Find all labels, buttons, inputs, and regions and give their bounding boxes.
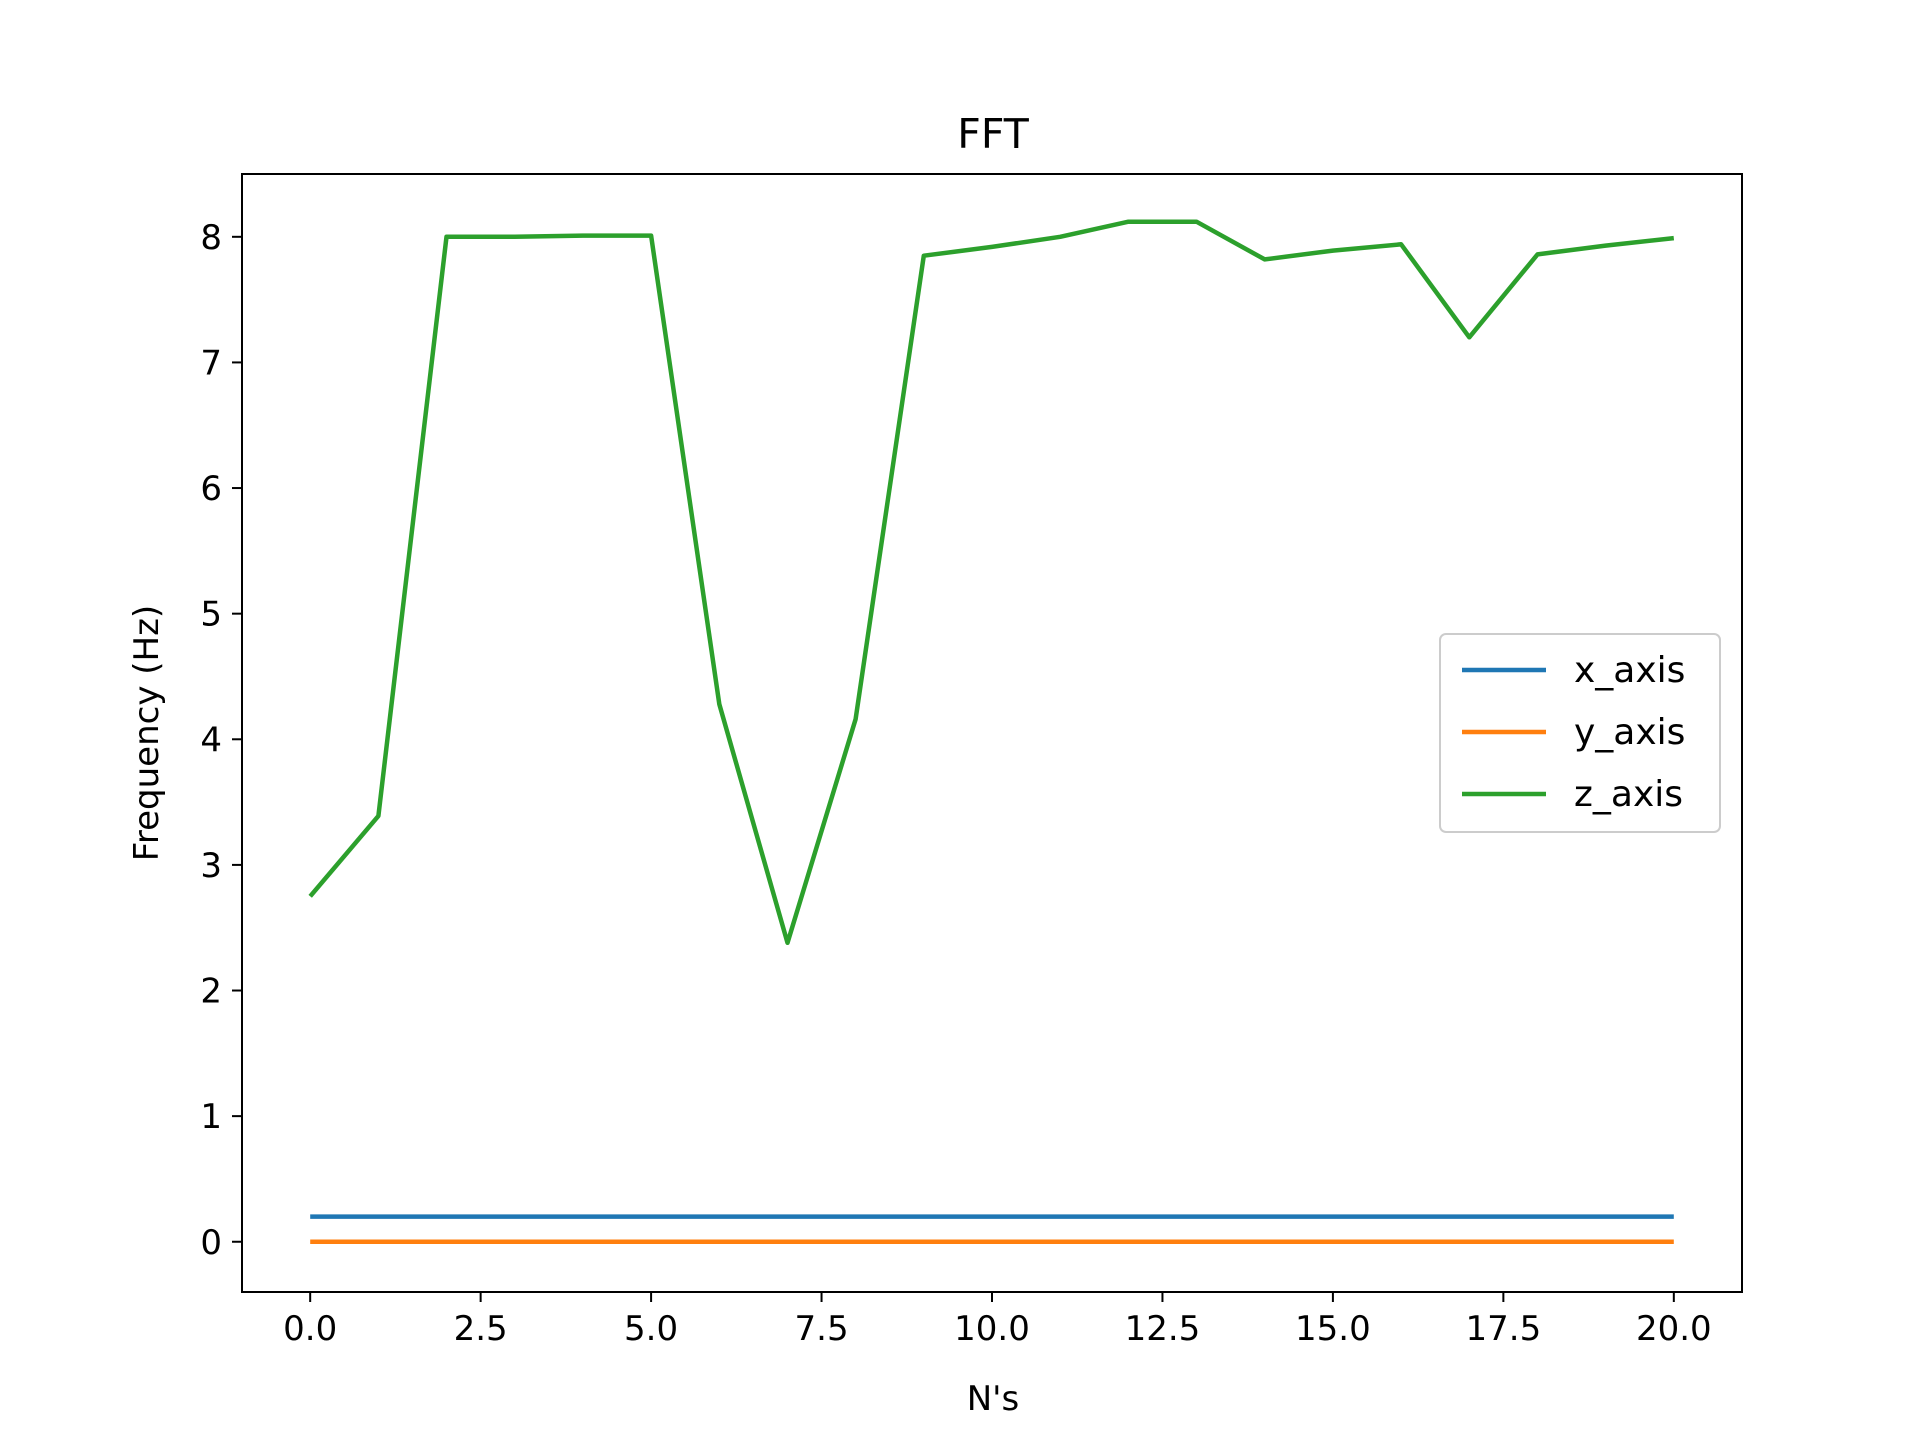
y-axis-ticks: 0 1 2 3 4 5 6 7 8: [200, 218, 242, 1263]
legend: x_axis y_axis z_axis: [1439, 633, 1721, 833]
x-tick-label: 15.0: [1295, 1309, 1371, 1349]
x-tick-label: 12.5: [1125, 1309, 1201, 1349]
x-tick-label: 0.0: [283, 1309, 337, 1349]
y-tick-label: 5: [200, 595, 222, 635]
y-axis-title: Frequency (Hz): [127, 605, 167, 861]
x-axis-ticks: 0.0 2.5 5.0 7.5 10.0 12.5 15.0 17.5 20.0: [283, 1292, 1712, 1349]
y-tick-label: 2: [200, 972, 222, 1012]
y-tick-label: 7: [200, 343, 222, 383]
x-axis-title: N's: [967, 1379, 1020, 1419]
y-tick-label: 8: [200, 218, 222, 258]
x-tick-label: 10.0: [954, 1309, 1030, 1349]
x-tick-label: 17.5: [1466, 1309, 1542, 1349]
legend-box: [1439, 633, 1721, 833]
x-tick-label: 7.5: [795, 1309, 849, 1349]
y-tick-label: 1: [200, 1097, 222, 1137]
series-layer: [308, 219, 1675, 1245]
x-tick-label: 5.0: [624, 1309, 678, 1349]
legend-label-y-axis: y_axis: [1574, 712, 1685, 753]
legend-label-z-axis: z_axis: [1574, 774, 1683, 815]
y-tick-label: 4: [200, 720, 222, 760]
y-tick-label: 3: [200, 846, 222, 886]
chart-title: FFT: [957, 110, 1029, 158]
legend-label-x-axis: x_axis: [1574, 650, 1685, 691]
series-line-z-axis: [308, 219, 1675, 946]
x-tick-label: 20.0: [1636, 1309, 1712, 1349]
y-tick-label: 6: [200, 469, 222, 509]
x-tick-label: 2.5: [454, 1309, 508, 1349]
y-tick-label: 0: [200, 1223, 222, 1263]
